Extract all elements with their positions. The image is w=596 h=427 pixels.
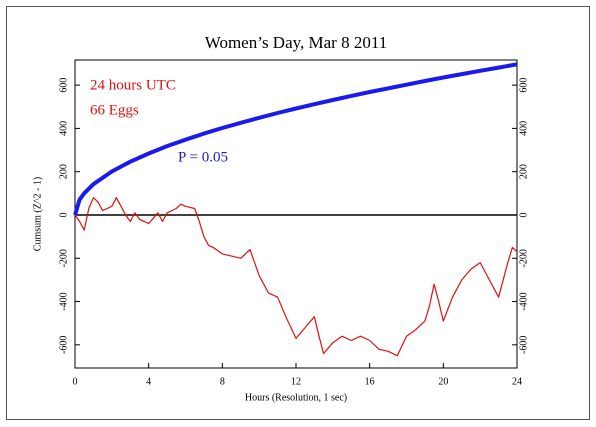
plot-area <box>74 59 518 369</box>
y-tick-label: -200 <box>518 249 529 267</box>
y-tick-label: 600 <box>518 78 529 93</box>
y-tick-label: -400 <box>518 292 529 310</box>
x-tick-label: 4 <box>146 376 151 387</box>
x-tick-label: 24 <box>512 376 522 387</box>
x-tick-label: 20 <box>438 376 448 387</box>
chart-title: Women’s Day, Mar 8 2011 <box>205 33 387 52</box>
y-tick-label: 600 <box>58 78 69 93</box>
y-tick-label: 0 <box>58 212 69 217</box>
annotation: P = 0.05 <box>178 149 228 165</box>
annotation: 66 Eggs <box>90 102 139 118</box>
x-tick-label: 12 <box>291 376 301 387</box>
series-line <box>74 197 518 357</box>
y-tick-label: -200 <box>58 249 69 267</box>
x-tick-label: 8 <box>220 376 225 387</box>
y-tick-label: -600 <box>58 336 69 354</box>
y-tick-label: 400 <box>58 121 69 136</box>
y-axis-label: Cumsum (Z^2 - 1) <box>32 177 43 251</box>
annotation: 24 hours UTC <box>90 77 176 93</box>
frame <box>6 6 590 420</box>
y-tick-label: 400 <box>518 121 529 136</box>
y-tick-label: 200 <box>518 164 529 179</box>
series-line <box>73 62 518 216</box>
y-tick-label: -600 <box>518 336 529 354</box>
x-tick-label: 0 <box>73 376 78 387</box>
x-tick-label: 16 <box>365 376 375 387</box>
y-tick-label: 200 <box>58 164 69 179</box>
y-tick-label: 0 <box>518 212 529 217</box>
y-tick-label: -400 <box>58 292 69 310</box>
x-axis-label: Hours (Resolution, 1 sec) <box>245 392 347 403</box>
